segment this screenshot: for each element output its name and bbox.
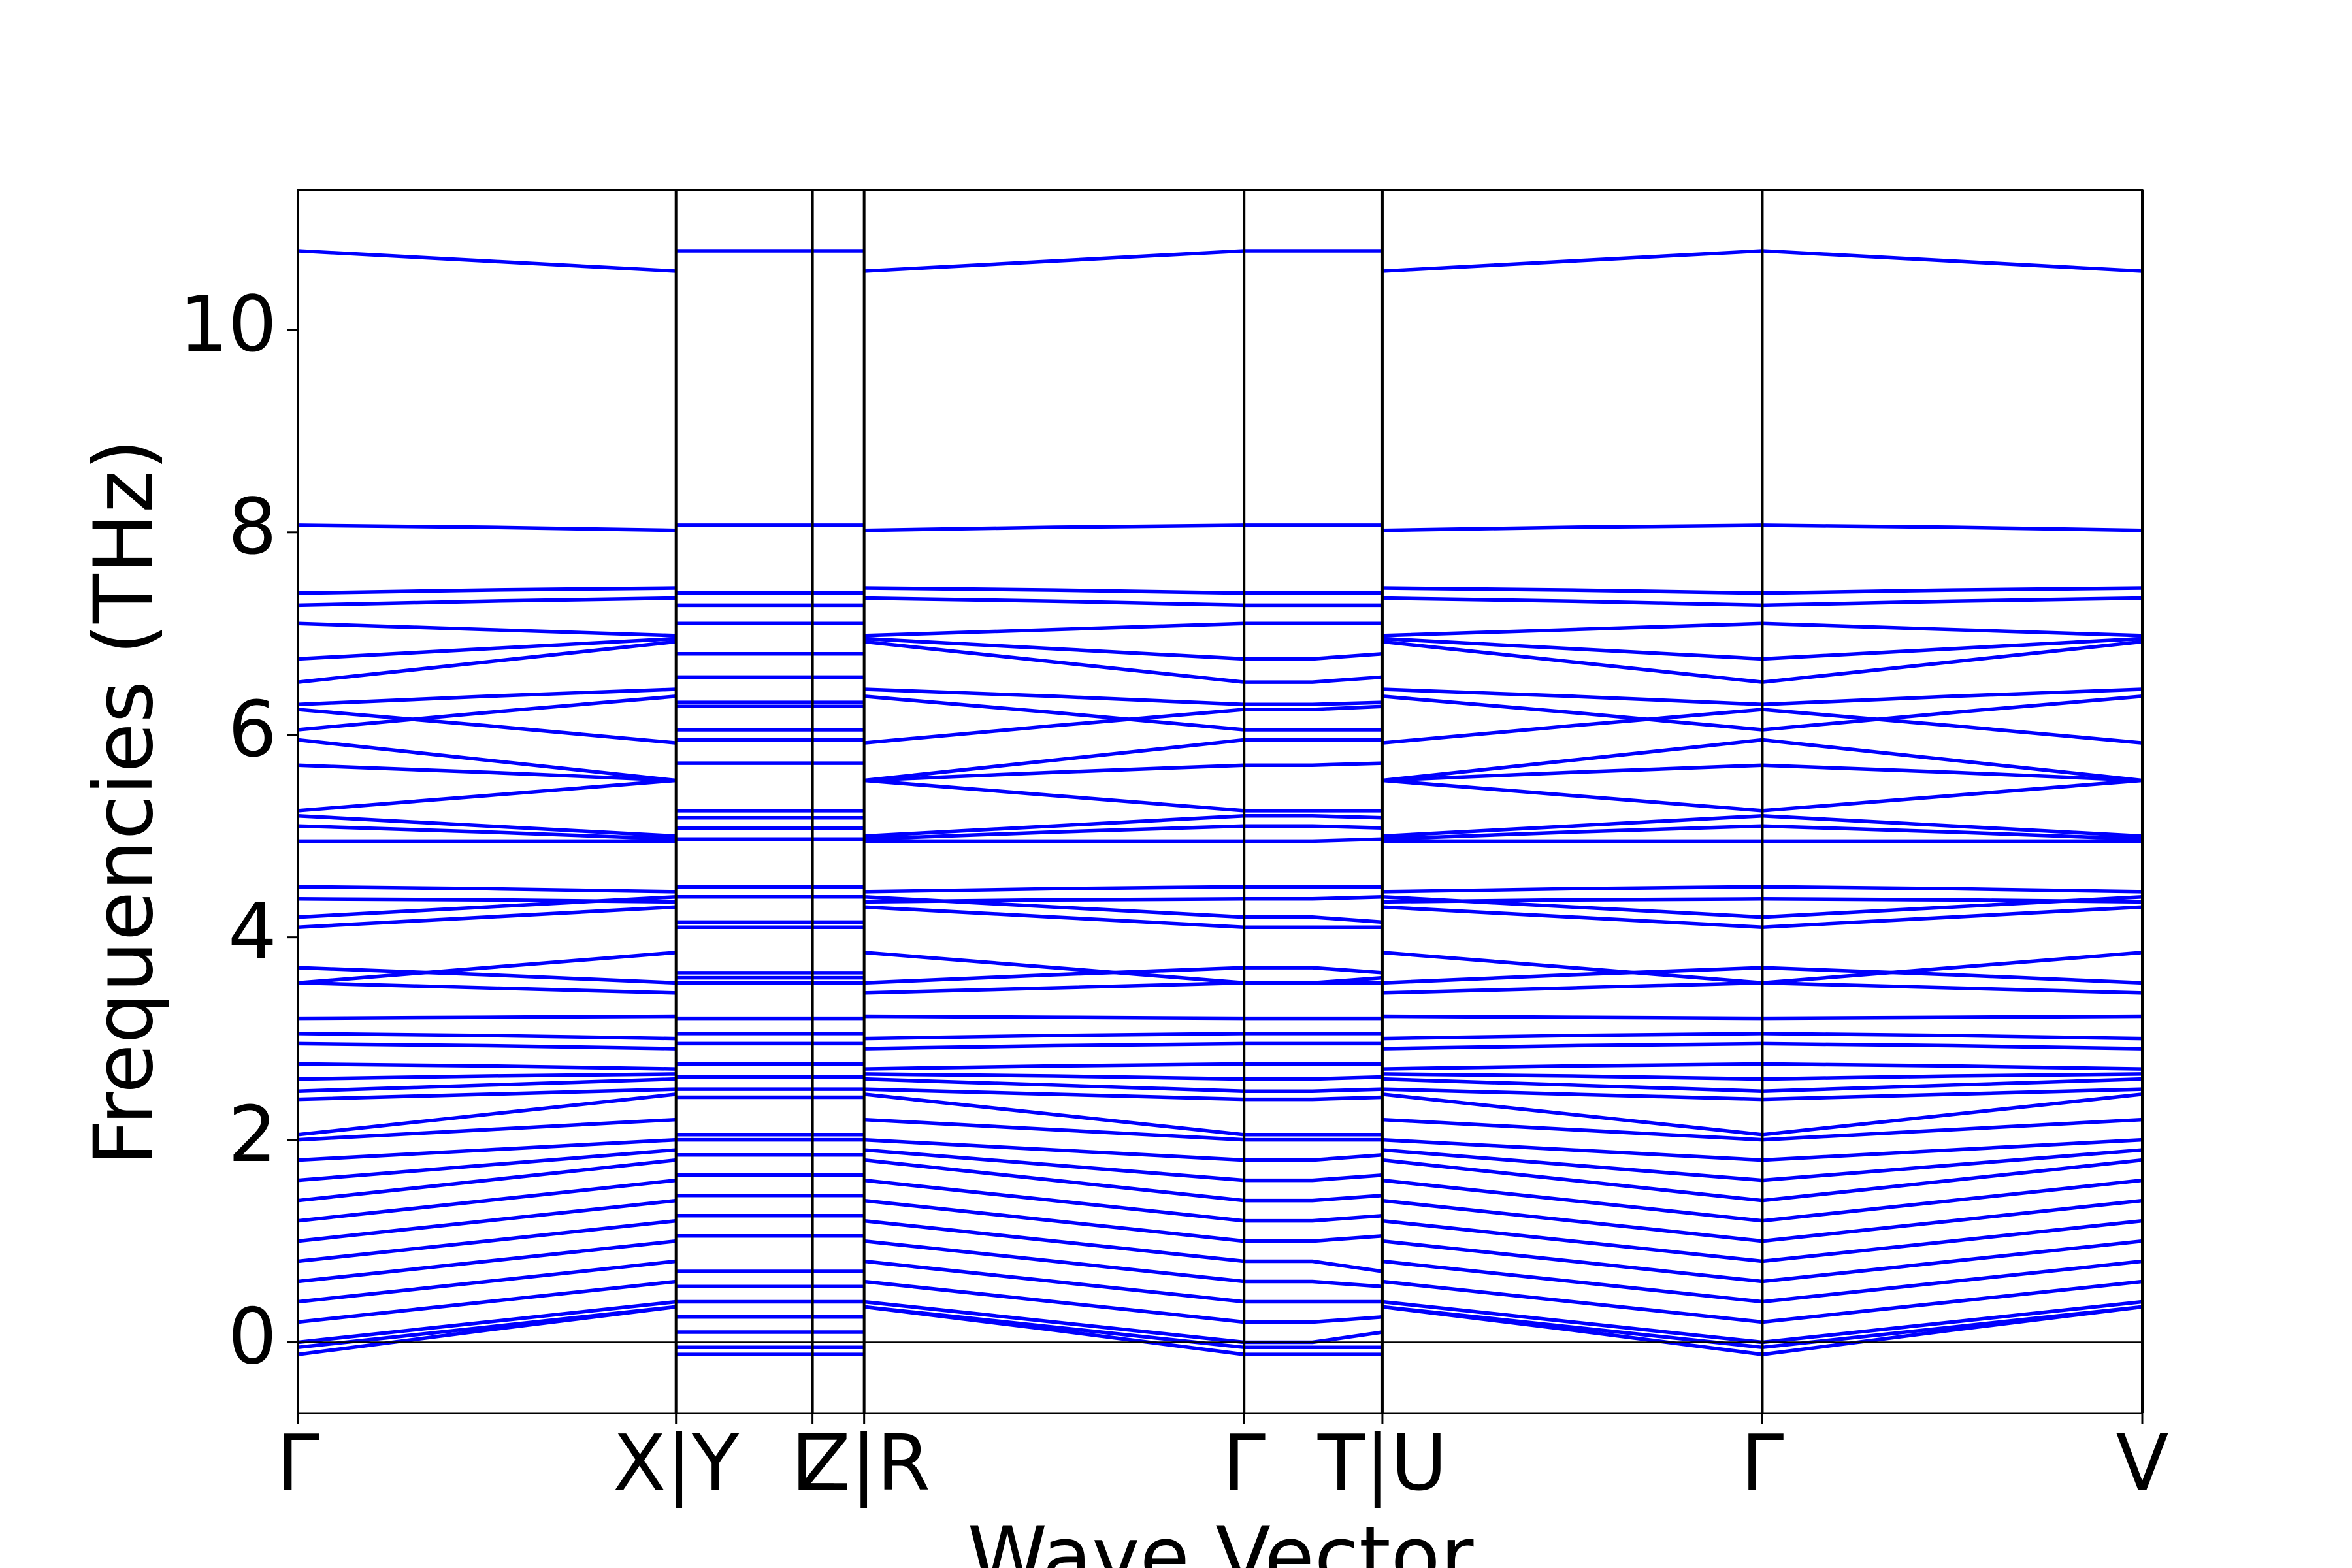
y-tick-label: 8	[228, 482, 277, 572]
band-line	[298, 523, 2142, 532]
x-tick-label: Γ	[1222, 1418, 1266, 1508]
band-line	[298, 837, 2142, 843]
band-line	[298, 640, 2142, 684]
band-line	[298, 1014, 2142, 1021]
band-line	[298, 1072, 2142, 1081]
band-line	[298, 249, 2142, 273]
y-tick-label: 2	[228, 1089, 277, 1179]
x-tick-label: Γ	[1741, 1418, 1784, 1508]
axes: Γ X|Y LZ|R Γ T|U Γ V 0 2 4 6 8 10	[179, 189, 2169, 1508]
band-line	[298, 1239, 2142, 1289]
y-tick-label: 6	[228, 684, 277, 774]
band-line	[298, 885, 2142, 894]
plot-area	[298, 249, 2142, 1356]
band-line	[298, 636, 2142, 661]
y-tick-label: 4	[228, 887, 277, 977]
band-line	[298, 1178, 2142, 1223]
y-tick-label: 10	[179, 279, 277, 369]
y-axis-label: Frequencies (THz)	[77, 439, 171, 1166]
x-tick-label: L	[791, 1418, 834, 1508]
band-line	[298, 1041, 2142, 1051]
band-line	[298, 981, 2142, 995]
band-line	[298, 621, 2142, 638]
x-tick-label: V	[2116, 1418, 2169, 1508]
band-line	[298, 1032, 2142, 1041]
band-line	[298, 1062, 2142, 1071]
band-line	[298, 778, 2142, 813]
x-tick-label: X|Y	[613, 1418, 740, 1508]
band-line	[298, 1077, 2142, 1093]
band-line	[298, 687, 2142, 706]
x-tick-label: T|U	[1317, 1418, 1447, 1508]
plot-frame	[297, 189, 2144, 1414]
band-line	[298, 596, 2142, 608]
x-axis-label: Wave Vector	[968, 1510, 1474, 1568]
band-line	[298, 1259, 2142, 1304]
x-tick-label: Γ	[276, 1418, 319, 1508]
band-line	[298, 1198, 2142, 1243]
band-line	[298, 704, 2142, 745]
band-line	[298, 1158, 2142, 1203]
y-tick-label: 0	[228, 1292, 277, 1382]
band-line	[298, 586, 2142, 595]
band-line	[298, 824, 2142, 841]
x-tick-label: Z|R	[798, 1418, 930, 1508]
band-line	[298, 761, 2142, 783]
